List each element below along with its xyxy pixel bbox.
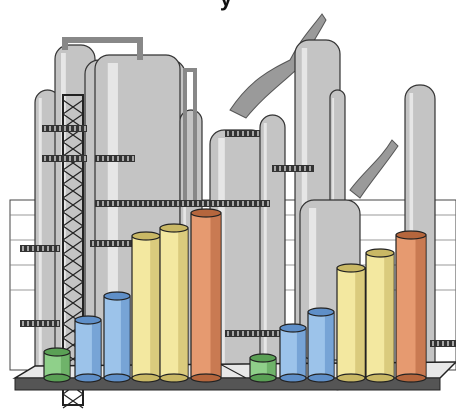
tower-highlight [263,123,267,367]
tower-highlight [107,63,118,377]
platform [20,245,60,252]
platform [95,200,185,207]
cylinder-bottom [74,373,102,383]
lattice-brace [62,183,84,199]
cylinder-top [395,230,427,240]
cylinder-bottom [159,373,189,383]
lattice-brace [62,267,84,283]
pipe [183,68,197,200]
cylinder-bottom [249,373,277,383]
lattice-brace [62,281,84,297]
platform [95,155,135,162]
cylinder-top [279,323,307,333]
cylinder-bottom [279,373,307,383]
cylinder-top [307,307,335,317]
lattice-brace [62,211,84,227]
cylinder-top [74,315,102,325]
cylinder-shade [91,320,101,378]
cylinder-bottom [307,373,335,383]
cylinder-bottom [336,373,366,383]
lattice-brace [62,239,84,255]
cylinder-shade [324,312,334,378]
cylinder-top [190,208,222,218]
smoke [229,13,327,119]
lattice-brace [62,197,84,213]
cylinder-shade [296,328,306,378]
cylinder-shade [60,352,70,378]
cylinder-bottom [43,373,71,383]
smoke [349,139,399,199]
cylinder-shade [210,213,221,378]
cylinder-shade [415,235,426,378]
cylinder-shade [150,236,160,378]
cylinder-top [103,291,131,301]
lattice-brace [62,253,84,269]
cylinder-bottom [103,373,131,383]
floor-divider [219,363,247,379]
cylinder-bottom [395,373,427,383]
cylinder-shade [178,228,188,378]
lattice-brace [62,169,84,185]
cylinder-top [336,263,366,273]
platform [272,165,314,172]
header-fragment: y [220,0,233,11]
cylinder-shade [384,253,394,378]
lattice-brace [62,99,84,115]
cylinder-top [365,248,395,258]
cylinder-top [249,353,277,363]
cylinder-shade [266,358,276,378]
cylinder-shade [120,296,130,378]
lattice-brace [62,225,84,241]
pipe [62,37,143,60]
lattice [62,94,84,406]
lattice-brace [62,295,84,311]
cylinder-shade [355,268,365,378]
tower-highlight [309,208,317,352]
platform [20,320,60,327]
lattice-brace [62,141,84,157]
cylinder-top [43,347,71,357]
cylinder-bottom [365,373,395,383]
cylinder-top [131,231,161,241]
cylinder-top [159,223,189,233]
cylinder-bottom [131,373,161,383]
tower-highlight [38,98,42,372]
platform [225,330,285,337]
lattice-brace [62,393,84,409]
cylinder-bars [12,208,456,391]
cylinder-bottom [190,373,222,383]
